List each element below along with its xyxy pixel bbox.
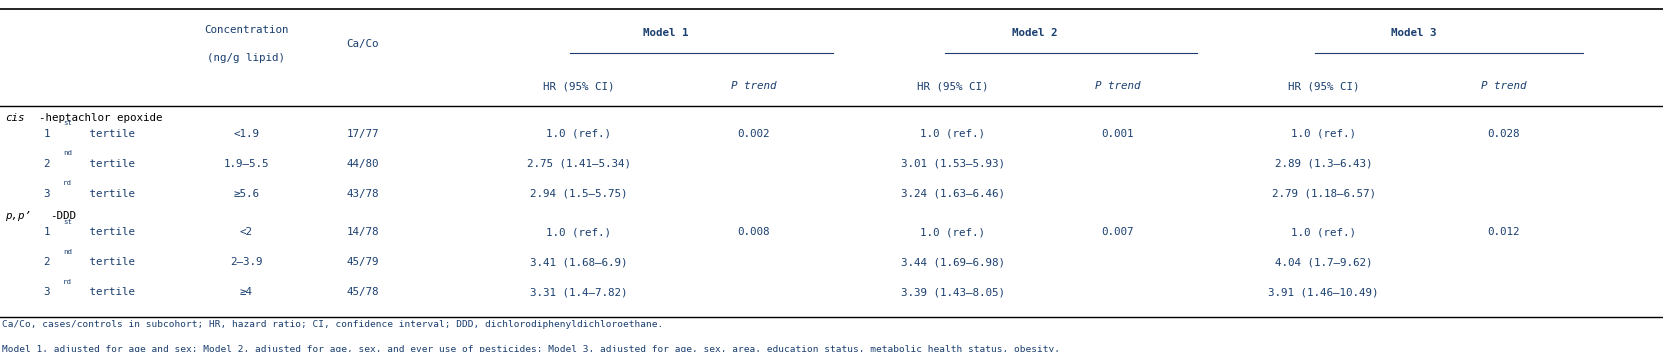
Text: 1.0 (ref.): 1.0 (ref.) [1290, 227, 1357, 237]
Text: 1.0 (ref.): 1.0 (ref.) [545, 129, 612, 139]
Text: tertile: tertile [83, 159, 135, 169]
Text: 45/79: 45/79 [346, 257, 379, 267]
Text: Model 1, adjusted for age and sex; Model 2, adjusted for age, sex, and ever use : Model 1, adjusted for age and sex; Model… [2, 345, 1059, 352]
Text: tertile: tertile [83, 257, 135, 267]
Text: 4.04 (1.7–9.62): 4.04 (1.7–9.62) [1276, 257, 1372, 267]
Text: rd: rd [63, 180, 72, 186]
Text: 2.79 (1.18–6.57): 2.79 (1.18–6.57) [1272, 189, 1375, 199]
Text: 43/78: 43/78 [346, 189, 379, 199]
Text: 44/80: 44/80 [346, 159, 379, 169]
Text: st: st [63, 120, 72, 126]
Text: Concentration: Concentration [205, 25, 288, 35]
Text: Model 3: Model 3 [1390, 29, 1437, 38]
Text: 0.002: 0.002 [737, 129, 770, 139]
Text: rd: rd [63, 278, 72, 285]
Text: tertile: tertile [83, 129, 135, 139]
Text: st: st [63, 219, 72, 225]
Text: nd: nd [63, 150, 72, 156]
Text: 1.0 (ref.): 1.0 (ref.) [920, 227, 986, 237]
Text: Ca/Co: Ca/Co [346, 39, 379, 49]
Text: HR (95% CI): HR (95% CI) [918, 81, 988, 91]
Text: P trend: P trend [1094, 81, 1141, 91]
Text: 1: 1 [43, 129, 50, 139]
Text: 17/77: 17/77 [346, 129, 379, 139]
Text: -DDD: -DDD [50, 212, 76, 221]
Text: 3.01 (1.53–5.93): 3.01 (1.53–5.93) [901, 159, 1004, 169]
Text: tertile: tertile [83, 227, 135, 237]
Text: -heptachlor epoxide: -heptachlor epoxide [38, 113, 163, 123]
Text: p,p’: p,p’ [5, 212, 32, 221]
Text: P trend: P trend [730, 81, 777, 91]
Text: 3.91 (1.46–10.49): 3.91 (1.46–10.49) [1269, 287, 1379, 297]
Text: <1.9: <1.9 [233, 129, 259, 139]
Text: ≥4: ≥4 [239, 287, 253, 297]
Text: P trend: P trend [1480, 81, 1527, 91]
Text: 3: 3 [43, 189, 50, 199]
Text: HR (95% CI): HR (95% CI) [544, 81, 614, 91]
Text: 1.0 (ref.): 1.0 (ref.) [545, 227, 612, 237]
Text: 3: 3 [43, 287, 50, 297]
Text: 2: 2 [43, 257, 50, 267]
Text: 2.89 (1.3–6.43): 2.89 (1.3–6.43) [1276, 159, 1372, 169]
Text: 1: 1 [43, 227, 50, 237]
Text: 2–3.9: 2–3.9 [229, 257, 263, 267]
Text: 0.008: 0.008 [737, 227, 770, 237]
Text: <2: <2 [239, 227, 253, 237]
Text: 3.41 (1.68–6.9): 3.41 (1.68–6.9) [530, 257, 627, 267]
Text: Model 2: Model 2 [1013, 29, 1058, 38]
Text: 2.94 (1.5–5.75): 2.94 (1.5–5.75) [530, 189, 627, 199]
Text: 2.75 (1.41–5.34): 2.75 (1.41–5.34) [527, 159, 630, 169]
Text: 3.44 (1.69–6.98): 3.44 (1.69–6.98) [901, 257, 1004, 267]
Text: 0.001: 0.001 [1101, 129, 1134, 139]
Text: Model 1: Model 1 [644, 29, 688, 38]
Text: 14/78: 14/78 [346, 227, 379, 237]
Text: 0.028: 0.028 [1487, 129, 1520, 139]
Text: 45/78: 45/78 [346, 287, 379, 297]
Text: tertile: tertile [83, 287, 135, 297]
Text: 0.012: 0.012 [1487, 227, 1520, 237]
Text: 1.0 (ref.): 1.0 (ref.) [1290, 129, 1357, 139]
Text: 1.9–5.5: 1.9–5.5 [223, 159, 269, 169]
Text: 3.31 (1.4–7.82): 3.31 (1.4–7.82) [530, 287, 627, 297]
Text: cis: cis [5, 113, 25, 123]
Text: nd: nd [63, 249, 72, 255]
Text: HR (95% CI): HR (95% CI) [1289, 81, 1359, 91]
Text: 3.39 (1.43–8.05): 3.39 (1.43–8.05) [901, 287, 1004, 297]
Text: ≥5.6: ≥5.6 [233, 189, 259, 199]
Text: 3.24 (1.63–6.46): 3.24 (1.63–6.46) [901, 189, 1004, 199]
Text: Ca/Co, cases/controls in subcohort; HR, hazard ratio; CI, confidence interval; D: Ca/Co, cases/controls in subcohort; HR, … [2, 320, 664, 329]
Text: (ng/g lipid): (ng/g lipid) [208, 53, 284, 63]
Text: tertile: tertile [83, 189, 135, 199]
Text: 2: 2 [43, 159, 50, 169]
Text: 0.007: 0.007 [1101, 227, 1134, 237]
Text: 1.0 (ref.): 1.0 (ref.) [920, 129, 986, 139]
